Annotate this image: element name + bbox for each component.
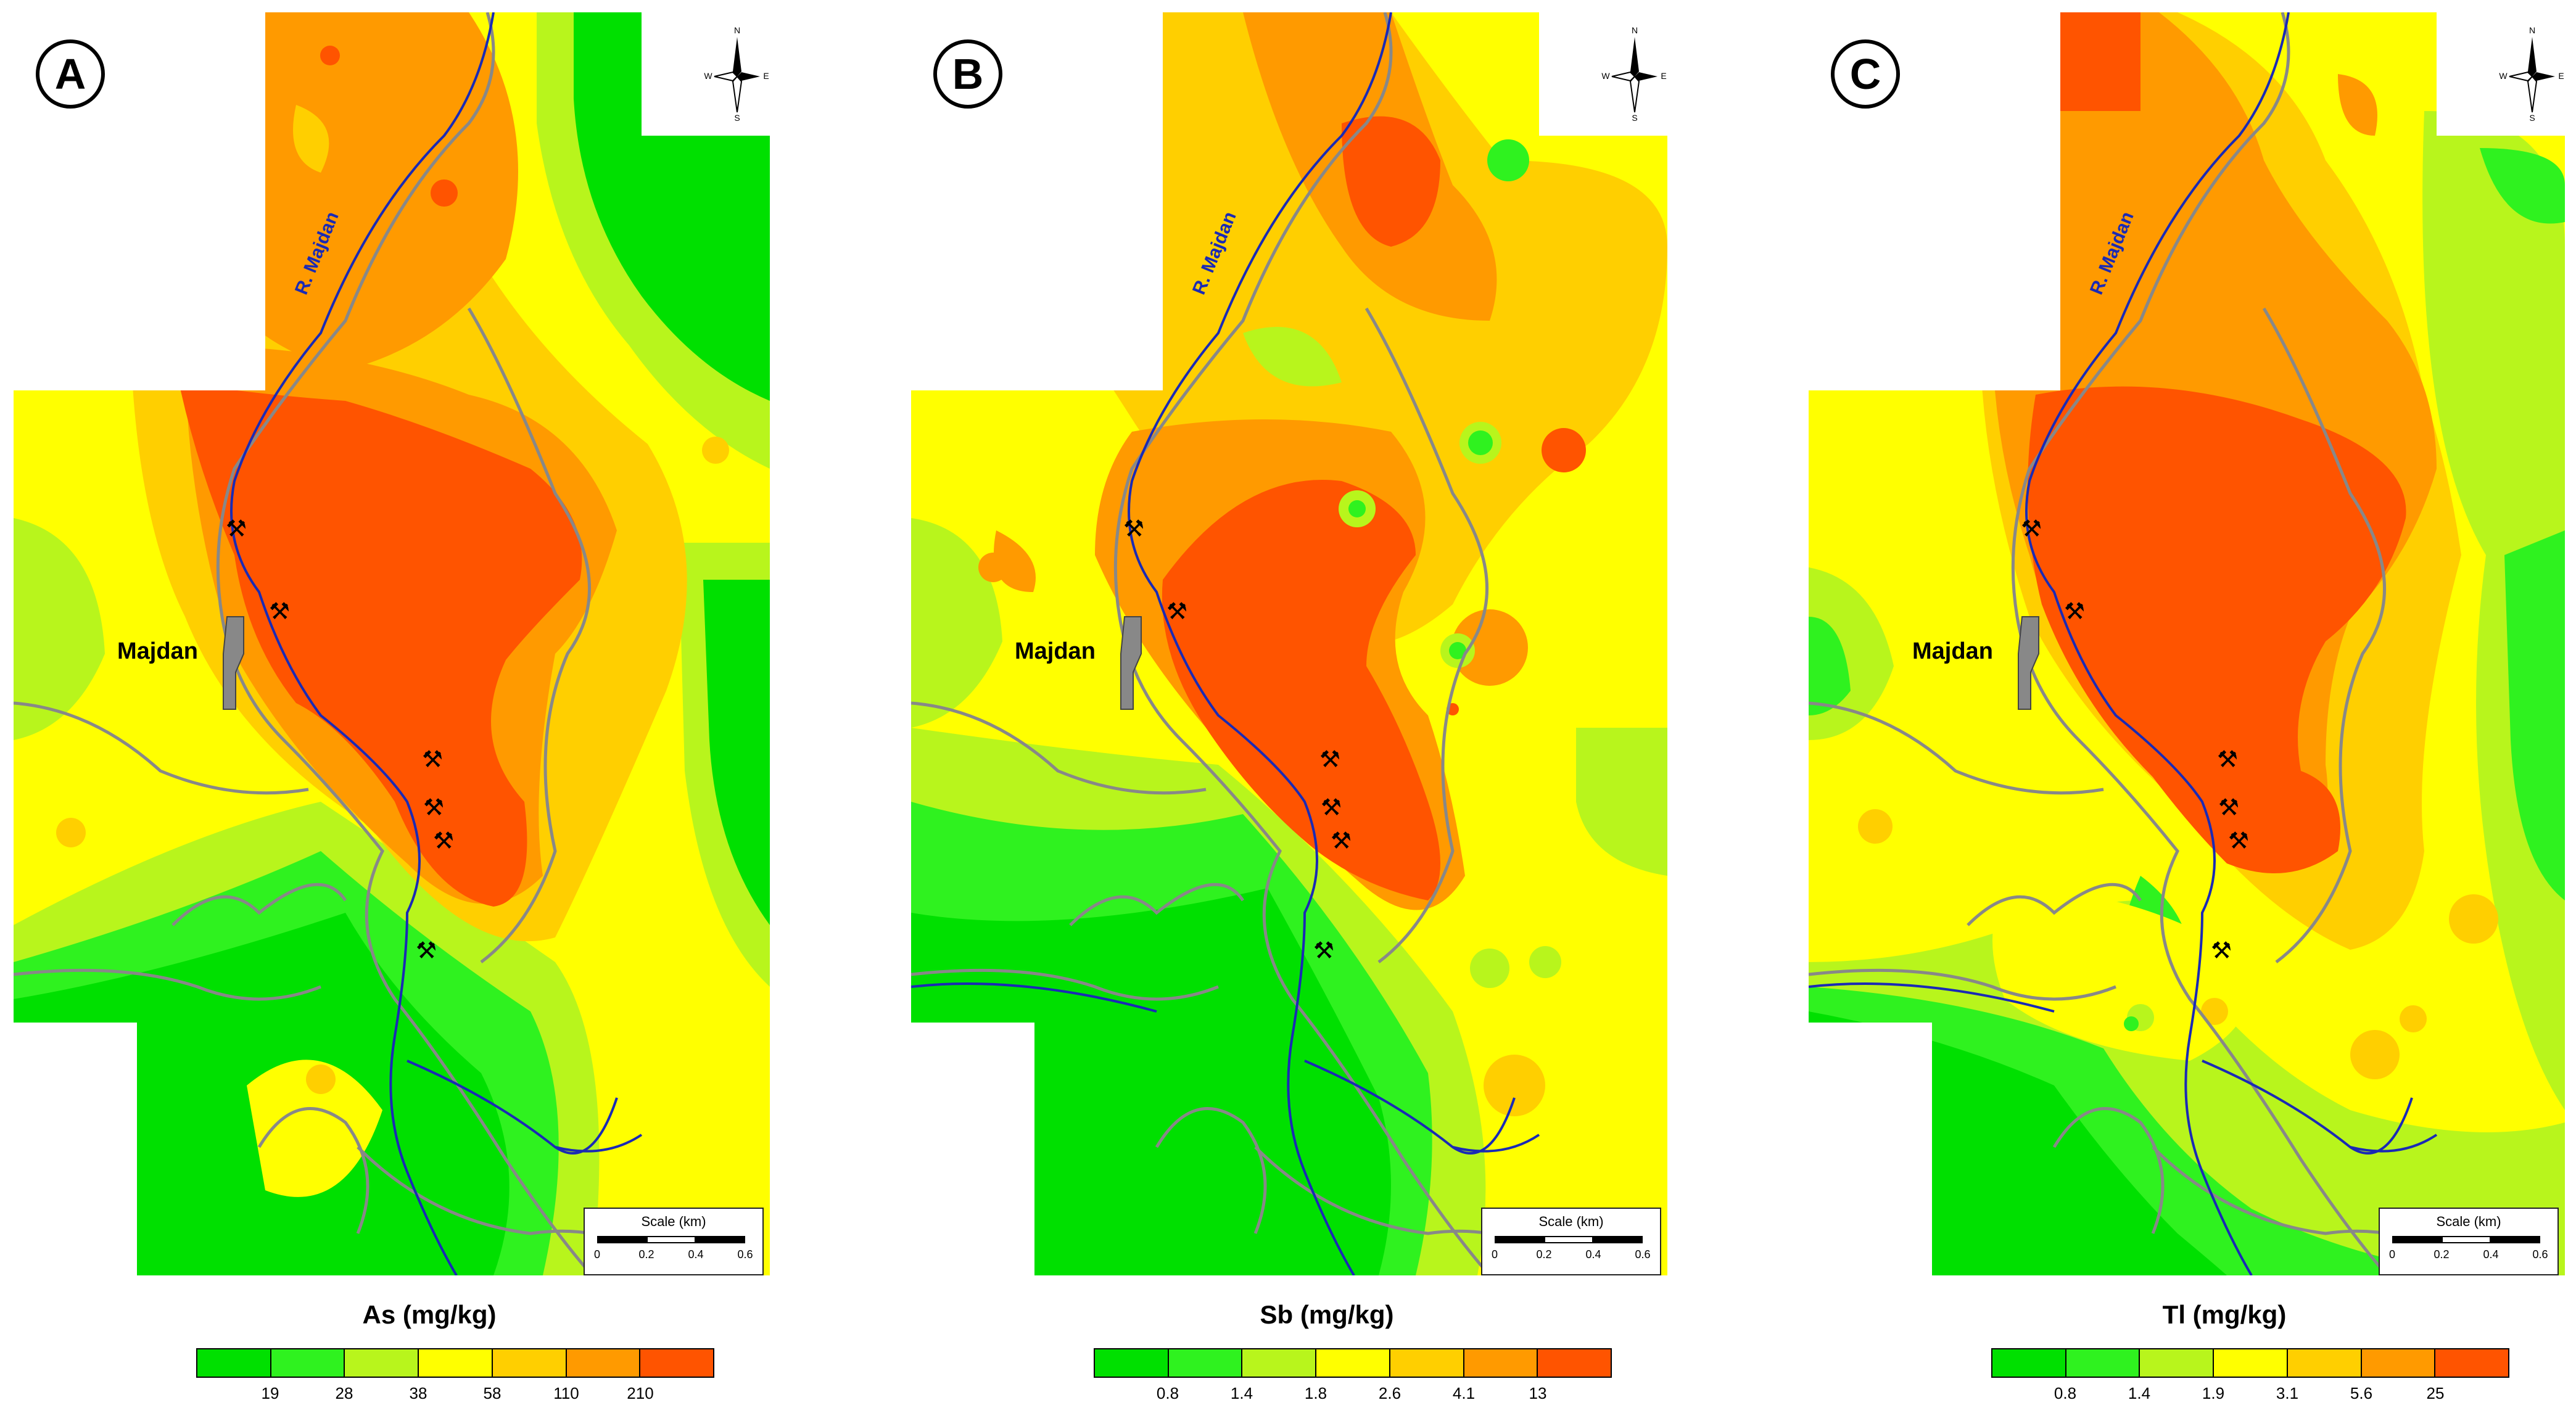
legend-tick: 0.8: [1156, 1384, 1179, 1402]
mine-icon: ⚒: [416, 937, 437, 964]
legend-tick: 3.1: [2276, 1384, 2299, 1402]
legend-tick: 5.6: [2350, 1384, 2373, 1402]
legend-tick: 19: [261, 1384, 279, 1402]
legend-color-bar: [196, 1348, 714, 1378]
scale-bar-box: Scale (km) 0 0.2 0.4 0.6: [584, 1208, 764, 1275]
contour-map-a: ⚒ ⚒ ⚒ ⚒ ⚒ ⚒: [14, 12, 770, 1275]
compass-w: W: [1601, 71, 1610, 81]
compass-s: S: [734, 113, 740, 123]
compass-w: W: [2499, 71, 2508, 81]
scale-title: Scale (km): [2436, 1214, 2501, 1229]
scale-tick: 0.2: [638, 1248, 654, 1261]
legend-tick: 1.4: [1230, 1384, 1253, 1402]
legend-tick: 58: [483, 1384, 502, 1402]
legend-title: Sb (mg/kg): [1260, 1300, 1394, 1329]
mine-icon: ⚒: [1331, 827, 1352, 854]
town-label: Majdan: [1015, 638, 1096, 664]
town-label: Majdan: [1912, 638, 1993, 664]
mine-icon: ⚒: [1123, 515, 1144, 542]
scale-tick: 0: [593, 1248, 601, 1261]
mine-icon: ⚒: [422, 746, 443, 773]
scale-tick: 0.4: [688, 1248, 704, 1261]
scale-bar: [597, 1236, 745, 1243]
legend-tick: 210: [627, 1384, 654, 1402]
legend-tick: 1.8: [1304, 1384, 1327, 1402]
compass-n: N: [1632, 25, 1638, 35]
compass-s: S: [2529, 113, 2535, 123]
scale-tick: 0: [1491, 1248, 1498, 1261]
mine-icon: ⚒: [2064, 598, 2085, 625]
legend-tick: 2.6: [1378, 1384, 1402, 1402]
compass-s: S: [1632, 113, 1637, 123]
scale-bar-box: Scale (km) 0 0.2 0.4 0.6: [2379, 1208, 2559, 1275]
legend-tick: 0.8: [2054, 1384, 2077, 1402]
scale-tick: 0.6: [1635, 1248, 1651, 1261]
legend-tick: 28: [335, 1384, 353, 1402]
panel-a: ⚒ ⚒ ⚒ ⚒ ⚒ ⚒ A Majdan R. Majdan N S W E S…: [0, 0, 859, 1408]
scale-bar: [2392, 1236, 2540, 1243]
mine-icon: ⚒: [433, 827, 454, 854]
legend-tick: 38: [409, 1384, 427, 1402]
legend-tick: 4.1: [1452, 1384, 1476, 1402]
scale-bar: [1495, 1236, 1643, 1243]
legend-title: As (mg/kg): [362, 1300, 497, 1329]
scale-bar-box: Scale (km) 0 0.2 0.4 0.6: [1481, 1208, 1661, 1275]
compass-w: W: [704, 71, 712, 81]
mine-icon: ⚒: [1319, 746, 1340, 773]
scale-tick: 0.4: [2483, 1248, 2499, 1261]
legend-color-bar: [1094, 1348, 1612, 1378]
mine-icon: ⚒: [2217, 746, 2238, 773]
mine-icon: ⚒: [269, 598, 290, 625]
compass-e: E: [1661, 71, 1666, 81]
panel-c: ⚒ ⚒ ⚒ ⚒ ⚒ ⚒ C Majdan R. Majdan N S W E S…: [1795, 0, 2576, 1408]
scale-tick: 0.4: [1585, 1248, 1601, 1261]
mine-icon: ⚒: [2228, 827, 2249, 854]
mine-icon: ⚒: [2211, 937, 2232, 964]
town-label: Majdan: [117, 638, 198, 664]
mine-icon: ⚒: [1166, 598, 1187, 625]
mine-icon: ⚒: [423, 794, 444, 821]
scale-title: Scale (km): [641, 1214, 706, 1229]
compass-n: N: [2529, 25, 2535, 35]
panel-label-badge: C: [1831, 39, 1900, 109]
legend-tick: 1.4: [2128, 1384, 2151, 1402]
panel-label-badge: B: [933, 39, 1002, 109]
legend-title: Tl (mg/kg): [2162, 1300, 2287, 1329]
compass-rose-icon: N S W E: [704, 25, 769, 123]
panel-label-badge: A: [36, 39, 105, 109]
scale-tick: 0.6: [737, 1248, 753, 1261]
scale-tick: 0: [2388, 1248, 2396, 1261]
scale-tick: 0.2: [1536, 1248, 1552, 1261]
mine-icon: ⚒: [1321, 794, 1342, 821]
legend-tick: 13: [1529, 1384, 1547, 1402]
contour-map-c: ⚒ ⚒ ⚒ ⚒ ⚒ ⚒: [1809, 12, 2565, 1275]
compass-rose-icon: N S W E: [1601, 25, 1666, 123]
legend-tick: 25: [2426, 1384, 2445, 1402]
legend-tick: 1.9: [2202, 1384, 2225, 1402]
scale-title: Scale (km): [1538, 1214, 1604, 1229]
panel-b: ⚒ ⚒ ⚒ ⚒ ⚒ ⚒ B Majdan R. Majdan N S W E S…: [898, 0, 1756, 1408]
scale-tick: 0.6: [2532, 1248, 2548, 1261]
mine-icon: ⚒: [2218, 794, 2239, 821]
compass-n: N: [734, 25, 740, 35]
contour-map-b: ⚒ ⚒ ⚒ ⚒ ⚒ ⚒: [911, 12, 1667, 1275]
compass-rose-icon: N S W E: [2499, 25, 2564, 123]
mine-icon: ⚒: [1313, 937, 1334, 964]
mine-icon: ⚒: [2021, 515, 2042, 542]
compass-e: E: [2558, 71, 2564, 81]
legend-tick: 110: [553, 1384, 579, 1402]
compass-e: E: [763, 71, 769, 81]
legend-color-bar: [1991, 1348, 2509, 1378]
scale-tick: 0.2: [2434, 1248, 2450, 1261]
mine-icon: ⚒: [226, 515, 247, 542]
